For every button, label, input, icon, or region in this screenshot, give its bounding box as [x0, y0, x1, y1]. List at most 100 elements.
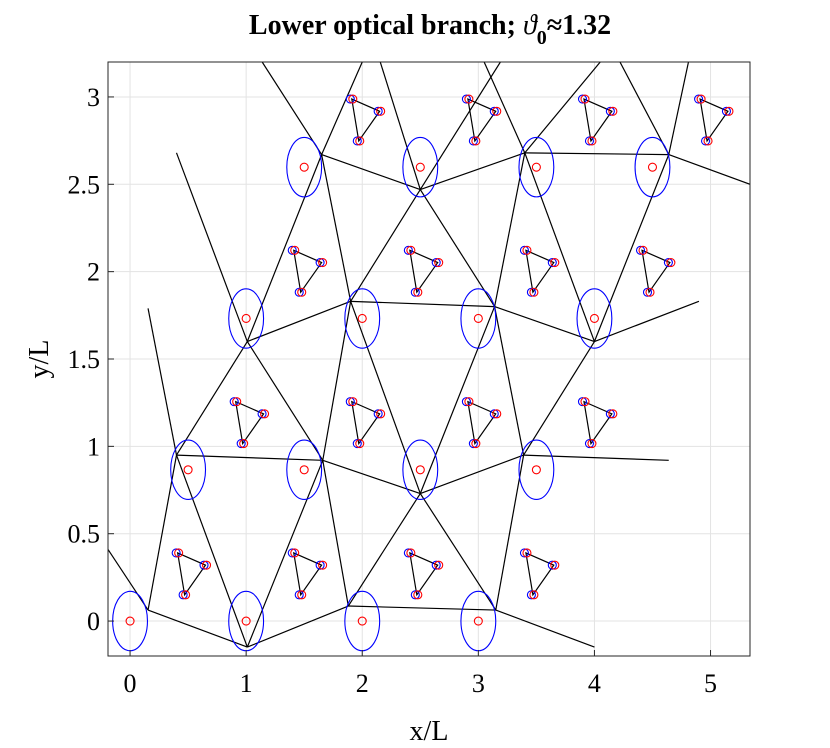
y-tick-label: 3 — [87, 83, 100, 112]
molecule-point — [492, 409, 502, 419]
molecule-displaced — [410, 287, 420, 297]
molecule-bonds — [351, 98, 381, 143]
bond-line — [247, 605, 349, 648]
site-ellipse — [518, 136, 555, 198]
molecule-bonds — [409, 249, 439, 294]
molecule-point — [522, 245, 532, 255]
site-ellipse — [402, 439, 439, 501]
molecule-bonds — [409, 551, 439, 597]
x-tick-label: 4 — [588, 669, 601, 698]
site-point — [531, 162, 541, 172]
bond-line — [350, 301, 421, 494]
bond-line — [246, 154, 323, 342]
molecule-bonds — [467, 400, 497, 446]
site-ellipse — [286, 439, 323, 501]
molecule-displaced — [178, 590, 188, 600]
bond-line — [321, 154, 352, 302]
bond-line — [147, 609, 248, 648]
molecule-displaced — [468, 136, 478, 146]
y-axis-label: y/L — [24, 340, 55, 379]
site-ellipse — [518, 439, 555, 501]
molecule-displaced — [461, 94, 471, 104]
molecule-displaced — [547, 258, 557, 268]
bond-line — [495, 609, 595, 648]
molecule-displaced — [526, 287, 536, 297]
molecule-displaced — [605, 106, 615, 116]
molecule-bonds — [699, 98, 729, 143]
site-point — [299, 162, 309, 172]
molecule-displaced — [257, 409, 267, 419]
bond-line — [594, 300, 700, 343]
site-point — [415, 465, 425, 475]
molecule-bonds — [234, 400, 265, 446]
molecule-point — [413, 287, 423, 297]
molecule-point — [434, 560, 444, 570]
bond-line — [619, 62, 670, 155]
molecule-point — [181, 590, 191, 600]
molecule-point — [529, 590, 539, 600]
x-axis-label: x/L — [410, 716, 449, 747]
bond-line — [494, 306, 525, 456]
site-point — [415, 162, 425, 172]
bond-line — [147, 454, 178, 611]
site-point — [357, 616, 367, 626]
site-ellipse — [634, 136, 671, 198]
bond-line — [246, 341, 324, 461]
molecule-displaced — [519, 245, 529, 255]
molecule-displaced — [345, 397, 355, 407]
molecule-displaced — [345, 94, 355, 104]
molecule-displaced — [489, 106, 499, 116]
molecule-point — [348, 94, 358, 104]
title-subscript: 0 — [537, 27, 547, 49]
molecule-point — [471, 439, 481, 449]
bond-line — [523, 454, 669, 461]
molecule-displaced — [287, 548, 297, 558]
molecule-displaced — [577, 94, 588, 104]
site-point — [473, 313, 483, 324]
molecule-displaced — [577, 397, 588, 407]
molecule-bonds — [176, 551, 207, 597]
molecule-displaced — [700, 136, 711, 146]
molecule-point — [703, 136, 713, 146]
molecule-displaced — [489, 409, 499, 419]
molecule-point — [232, 397, 242, 407]
molecule-point — [318, 560, 328, 570]
molecule-displaced — [635, 245, 646, 255]
site-point — [299, 465, 309, 475]
molecule-point — [608, 106, 618, 116]
molecule-bonds — [292, 249, 323, 294]
molecule-point — [464, 397, 474, 407]
bond-line — [668, 62, 690, 155]
bond-line — [175, 152, 248, 342]
site-point — [647, 162, 658, 172]
bond-line — [524, 152, 669, 156]
molecule-bonds — [351, 400, 381, 446]
molecule-point — [239, 439, 249, 449]
molecule-displaced — [294, 590, 304, 600]
bond-line — [321, 62, 363, 155]
molecule-point — [406, 548, 416, 558]
bond-line — [147, 308, 178, 456]
molecule-point — [587, 439, 597, 449]
molecule-displaced — [721, 106, 731, 116]
molecule-point — [492, 106, 502, 116]
molecule-displaced — [526, 590, 536, 600]
bond-line — [419, 62, 501, 190]
molecule-point — [290, 548, 300, 558]
molecule-displaced — [315, 258, 325, 268]
x-tick-label: 5 — [704, 669, 717, 698]
molecule-bonds — [525, 551, 555, 597]
molecule-point — [550, 560, 560, 570]
site-point — [183, 465, 193, 475]
molecule-point — [201, 560, 212, 570]
molecule-point — [724, 106, 734, 116]
site-ellipse — [402, 136, 439, 198]
bond-line — [322, 460, 349, 607]
bond-line — [247, 300, 351, 343]
molecule-point — [260, 409, 270, 419]
bond-line — [347, 493, 421, 607]
molecule-displaced — [236, 439, 246, 449]
x-tick-label: 2 — [356, 669, 369, 698]
molecule-displaced — [642, 287, 653, 297]
